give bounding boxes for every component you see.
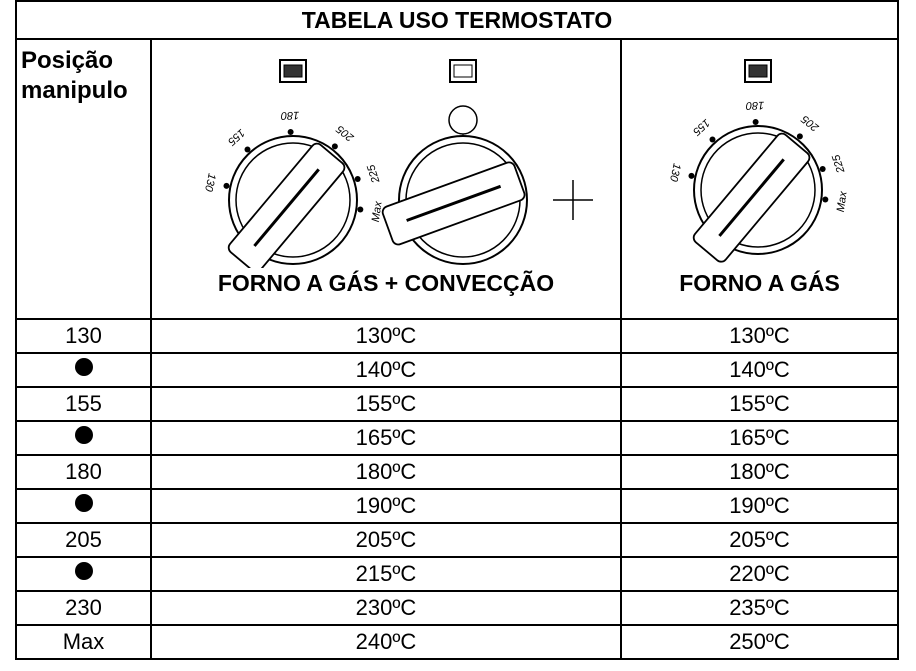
temperature-cell: 140ºC (619, 352, 900, 388)
gas-convection-header: 130 155 180 205 225 Max FORNO A GÁS + CONVECÇ… (150, 38, 622, 320)
knob-groove (718, 158, 785, 237)
thermostat-table: TABELA USO TERMOSTATO Posição manipulo 1… (14, 0, 900, 660)
dial-dot (688, 172, 695, 179)
position-cell: 180 (15, 454, 152, 490)
position-cell (15, 420, 152, 456)
temperature-cell: 130ºC (150, 318, 622, 354)
table-row: 190ºC 190ºC (15, 488, 900, 524)
temperature-cell: 190ºC (150, 488, 622, 524)
position-cell (15, 556, 152, 592)
dial-label: Max (370, 200, 385, 223)
temperature-cell: 240ºC (150, 624, 622, 660)
position-cell: Max (15, 624, 152, 660)
position-cell: 205 (15, 522, 152, 558)
header-text: FORNO A GÁS (679, 270, 840, 296)
dial-illustration: 130 155 180 205 225 Max (202, 59, 593, 273)
dial-label: 130 (667, 162, 683, 183)
dial-illustration: 130 155 180 205 225 Max (667, 59, 850, 263)
position-cell (15, 488, 152, 524)
table-row: Max 240ºC 250ºC (15, 624, 900, 660)
dial-label: 155 (225, 126, 247, 148)
dial-label: 205 (799, 112, 822, 134)
temperature-cell: 190ºC (619, 488, 900, 524)
dial-knob (692, 132, 811, 263)
knob-groove (253, 168, 320, 247)
temperature-cell: 235ºC (619, 590, 900, 626)
dial-dot (822, 196, 829, 203)
knob-groove (406, 184, 502, 222)
dial-label: 155 (690, 116, 712, 138)
position-cell (15, 352, 152, 388)
oven-icon-inner (453, 64, 473, 78)
temperature-cell: 165ºC (619, 420, 900, 456)
position-cell: 130 (15, 318, 152, 354)
dial-dot (819, 165, 826, 172)
table-row: 165ºC 165ºC (15, 420, 900, 456)
table-row: 130 130ºC 130ºC (15, 318, 900, 354)
oven-icon-inner (748, 64, 768, 78)
table-row: 155 155ºC 155ºC (15, 386, 900, 422)
temperature-cell: 250ºC (619, 624, 900, 660)
dial-dot (223, 182, 230, 189)
dial-dot (354, 175, 361, 182)
oven-icon-inner (283, 64, 303, 78)
dial-label: 225 (830, 152, 848, 175)
dial-label: 205 (334, 122, 357, 144)
temperature-cell: 205ºC (619, 522, 900, 558)
dial-dot (709, 136, 716, 143)
dial-label: Max (835, 190, 850, 213)
position-dot (74, 494, 93, 512)
fan-icon (448, 105, 478, 135)
temperature-cell: 155ºC (619, 386, 900, 422)
temperature-cell: 220ºC (619, 556, 900, 592)
dial-dot (796, 133, 803, 140)
dial-label: 180 (280, 109, 300, 122)
dot (74, 358, 93, 376)
gas-header: 130 155 180 205 225 Max FORNO A GÁS (619, 38, 900, 320)
dot (74, 562, 93, 580)
dot (74, 494, 93, 512)
temperature-cell: 180ºC (619, 454, 900, 490)
temperature-cell: 165ºC (150, 420, 622, 456)
dial-dot (331, 143, 338, 150)
position-dot (74, 426, 93, 444)
dial-label: 130 (202, 172, 218, 193)
temperature-cell: 215ºC (150, 556, 622, 592)
dial-dot (752, 119, 759, 126)
temperature-cell: 130ºC (619, 318, 900, 354)
temperature-cell: 180ºC (150, 454, 622, 490)
dial-dot (244, 146, 251, 153)
table-row: 205 205ºC 205ºC (15, 522, 900, 558)
header-text: Posição manipulo (21, 47, 128, 104)
position-dot (74, 358, 93, 376)
dial-dot (357, 206, 364, 213)
temperature-cell: 230ºC (150, 590, 622, 626)
position-header: Posição manipulo (15, 38, 152, 320)
temperature-cell: 155ºC (150, 386, 622, 422)
table-row: 180 180ºC 180ºC (15, 454, 900, 490)
position-cell: 230 (15, 590, 152, 626)
dial-label: 180 (745, 99, 765, 112)
table-title: TABELA USO TERMOSTATO (14, 0, 900, 40)
dial-dot (287, 129, 294, 136)
dot (74, 426, 93, 444)
dial-label: 225 (365, 162, 383, 185)
position-cell: 155 (15, 386, 152, 422)
table-row: 140ºC 140ºC (15, 352, 900, 388)
table-row: 230 230ºC 235ºC (15, 590, 900, 626)
temperature-cell: 140ºC (150, 352, 622, 388)
table-row: 215ºC 220ºC (15, 556, 900, 592)
dial-knob (227, 142, 346, 273)
header-text: FORNO A GÁS + CONVECÇÃO (217, 270, 555, 296)
temperature-cell: 205ºC (150, 522, 622, 558)
dial-knob (381, 161, 526, 246)
position-dot (74, 562, 93, 580)
